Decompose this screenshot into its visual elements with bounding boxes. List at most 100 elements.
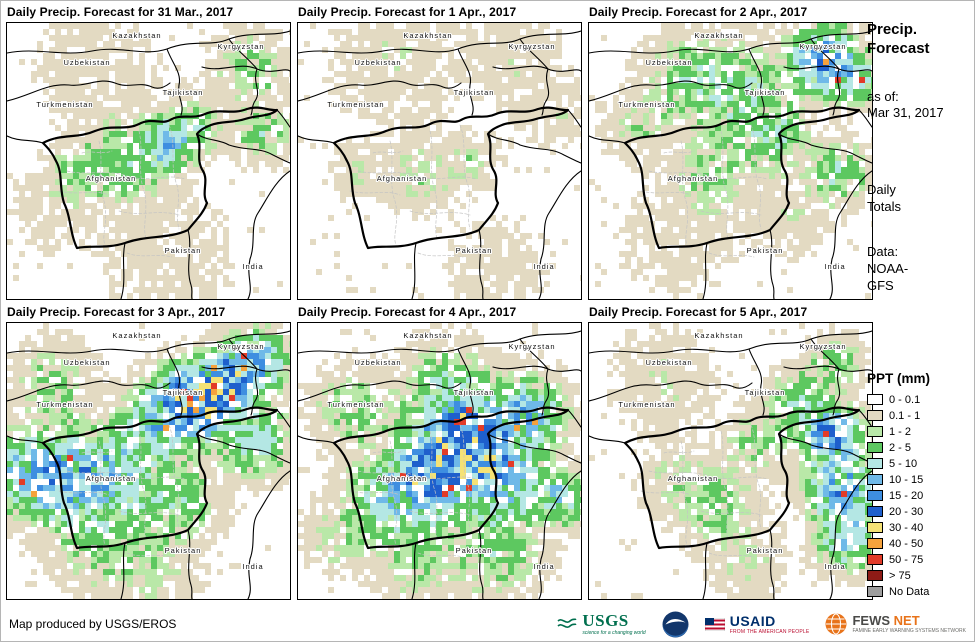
country-label-pakistan: Pakistan — [456, 546, 493, 555]
data-source-label: Data: — [867, 244, 899, 260]
precip-map-3: Kazakhstan Kyrgyzstan Uzbekistan Tajikistan… — [589, 23, 872, 299]
map-panel-title: Daily Precip. Forecast for 4 Apr., 2017 — [298, 305, 517, 319]
map-panel-3: Daily Precip. Forecast for 2 Apr., 2017 K… — [588, 5, 873, 300]
country-label-uzbekistan: Uzbekistan — [354, 58, 401, 67]
country-label-afghanistan: Afghanistan — [668, 474, 719, 483]
precip-cells — [7, 323, 290, 599]
country-label-uzbekistan: Uzbekistan — [645, 358, 692, 367]
sidebar-title-line2: Forecast — [867, 39, 930, 57]
precip-map-2: Kazakhstan Kyrgyzstan Uzbekistan Tajikistan… — [298, 23, 581, 299]
map-frame: Kazakhstan Kyrgyzstan Uzbekistan Tajikistan… — [6, 22, 291, 300]
legend-title: PPT (mm) — [867, 370, 931, 386]
legend-label: No Data — [889, 585, 930, 598]
country-label-kyrgyzstan: Kyrgyzstan — [217, 342, 264, 351]
legend-swatch — [867, 522, 883, 534]
map-panel-title: Daily Precip. Forecast for 2 Apr., 2017 — [589, 5, 808, 19]
country-label-kyrgyzstan: Kyrgyzstan — [508, 42, 555, 51]
legend-swatch — [867, 442, 883, 454]
map-panel-4: Daily Precip. Forecast for 3 Apr., 2017 K… — [6, 305, 291, 600]
country-label-tajikistan: Tajikistan — [163, 388, 204, 397]
map-panel-title: Daily Precip. Forecast for 3 Apr., 2017 — [7, 305, 226, 319]
country-label-turkmenistan: Turkmenistan — [36, 400, 93, 409]
sidebar-title-line1: Precip. — [867, 21, 918, 38]
country-label-kazakhstan: Kazakhstan — [112, 331, 161, 340]
fewsnet-logo-text: FEWS NET — [852, 614, 966, 627]
legend-swatch — [867, 538, 883, 550]
legend-label: > 75 — [889, 569, 911, 582]
map-frame: Kazakhstan Kyrgyzstan Uzbekistan Tajikistan… — [588, 322, 873, 600]
country-label-pakistan: Pakistan — [165, 246, 202, 255]
map-frame: Kazakhstan Kyrgyzstan Uzbekistan Tajikistan… — [297, 22, 582, 300]
legend-swatch — [867, 506, 883, 518]
legend-label: 15 - 20 — [889, 489, 924, 502]
precip-map-4: Kazakhstan Kyrgyzstan Uzbekistan Tajikistan… — [7, 323, 290, 599]
country-label-india: India — [533, 262, 554, 271]
country-label-afghanistan: Afghanistan — [668, 174, 719, 183]
footer: Map produced by USGS/EROS USGS science f… — [1, 607, 974, 641]
legend-item-1: 0.1 - 1 — [867, 408, 973, 424]
precip-cells — [589, 23, 872, 299]
legend-item-2: 1 - 2 — [867, 424, 973, 440]
country-label-afghanistan: Afghanistan — [86, 474, 137, 483]
usgs-logo: USGS science for a changing world — [557, 611, 646, 636]
precip-map-5: Kazakhstan Kyrgyzstan Uzbekistan Tajikistan… — [298, 323, 581, 599]
country-label-uzbekistan: Uzbekistan — [63, 358, 110, 367]
legend-swatch — [867, 490, 883, 502]
legend-item-3: 2 - 5 — [867, 440, 973, 456]
country-label-pakistan: Pakistan — [747, 546, 784, 555]
legend-label: 40 - 50 — [889, 537, 924, 550]
country-label-uzbekistan: Uzbekistan — [354, 358, 401, 367]
asof-label: as of: — [867, 88, 899, 104]
fewsnet-logo-tagline: FAMINE EARLY WARNING SYSTEMS NETWORK — [852, 628, 966, 634]
legend-item-4: 5 - 10 — [867, 456, 973, 472]
country-label-afghanistan: Afghanistan — [377, 474, 428, 483]
map-panel-1: Daily Precip. Forecast for 31 Mar., 2017… — [6, 5, 291, 300]
totals-block: Daily Totals — [867, 182, 973, 216]
usgs-logo-text: USGS — [582, 611, 629, 630]
country-label-india: India — [824, 262, 845, 271]
noaa-logo — [662, 611, 689, 638]
usgs-wave-icon — [557, 618, 577, 628]
country-label-kazakhstan: Kazakhstan — [403, 31, 452, 40]
asof-date: Mar 31, 2017 — [867, 105, 944, 121]
legend-item-10: 50 - 75 — [867, 552, 973, 568]
legend-label: 10 - 15 — [889, 473, 924, 486]
totals-line1: Daily — [867, 182, 896, 198]
map-panel-5: Daily Precip. Forecast for 4 Apr., 2017 K… — [297, 305, 582, 600]
country-label-india: India — [824, 562, 845, 571]
legend-items: 0 - 0.1 0.1 - 1 1 - 2 2 - 5 5 - 10 10 - 15 15 … — [867, 392, 973, 600]
map-frame: Kazakhstan Kyrgyzstan Uzbekistan Tajikistan… — [297, 322, 582, 600]
country-label-turkmenistan: Turkmenistan — [327, 400, 384, 409]
map-frame: Kazakhstan Kyrgyzstan Uzbekistan Tajikistan… — [588, 22, 873, 300]
country-label-kyrgyzstan: Kyrgyzstan — [799, 342, 846, 351]
precip-cells — [7, 23, 290, 299]
country-label-uzbekistan: Uzbekistan — [645, 58, 692, 67]
maps-grid: Daily Precip. Forecast for 31 Mar., 2017… — [6, 5, 873, 600]
country-label-kazakhstan: Kazakhstan — [403, 331, 452, 340]
country-label-india: India — [242, 562, 263, 571]
data-source-block: Data: NOAA- GFS — [867, 244, 973, 295]
sidebar-title: Precip. Forecast — [867, 21, 973, 59]
country-label-kazakhstan: Kazakhstan — [694, 331, 743, 340]
data-source-line1: NOAA- — [867, 260, 909, 276]
fewsnet-net-text: NET — [893, 613, 920, 628]
fewsnet-fews-text: FEWS — [852, 613, 891, 628]
country-label-turkmenistan: Turkmenistan — [618, 400, 675, 409]
country-label-kazakhstan: Kazakhstan — [694, 31, 743, 40]
legend-label: 2 - 5 — [889, 441, 912, 454]
legend-item-0: 0 - 0.1 — [867, 392, 973, 408]
legend-label: 0.1 - 1 — [889, 409, 921, 422]
country-label-turkmenistan: Turkmenistan — [618, 100, 675, 109]
precip-cells — [298, 23, 581, 299]
legend-swatch — [867, 410, 883, 422]
legend-label: 0 - 0.1 — [889, 393, 921, 406]
legend-swatch — [867, 474, 883, 486]
country-label-turkmenistan: Turkmenistan — [327, 100, 384, 109]
precip-map-1: Kazakhstan Kyrgyzstan Uzbekistan Tajikistan… — [7, 23, 290, 299]
usaid-logo: USAID FROM THE AMERICAN PEOPLE — [704, 614, 810, 635]
country-label-afghanistan: Afghanistan — [377, 174, 428, 183]
legend-swatch — [867, 586, 883, 598]
country-label-turkmenistan: Turkmenistan — [36, 100, 93, 109]
legend-swatch — [867, 394, 883, 406]
